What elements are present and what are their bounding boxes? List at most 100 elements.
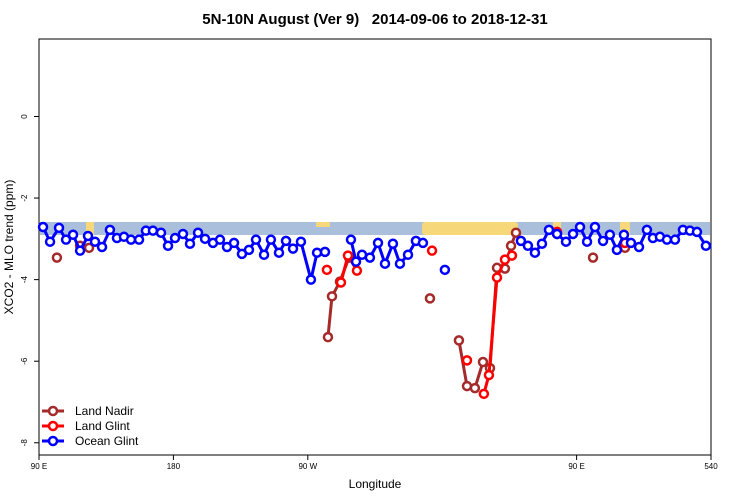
data-point — [96, 241, 108, 253]
data-point — [483, 369, 495, 381]
x-tick-label: 540 — [704, 462, 718, 471]
data-point — [560, 236, 572, 247]
data-point — [147, 225, 159, 236]
data-point — [424, 293, 436, 304]
data-point — [350, 256, 362, 267]
data-point — [478, 388, 490, 400]
data-point — [82, 230, 94, 242]
data-point — [510, 227, 522, 238]
data-point — [505, 240, 517, 252]
data-point — [587, 252, 599, 263]
y-tick-label: -4 — [20, 276, 29, 284]
data-point — [417, 237, 429, 249]
data-point — [37, 221, 49, 233]
data-point — [53, 222, 65, 234]
data-point — [364, 252, 376, 263]
data-point — [543, 224, 555, 236]
data-point — [691, 226, 703, 238]
data-point — [641, 224, 653, 236]
data-point — [51, 252, 63, 263]
data-point — [469, 382, 481, 394]
y-tick-label: -8 — [20, 439, 29, 447]
data-point — [522, 240, 534, 252]
data-point — [133, 234, 145, 245]
data-point — [89, 236, 101, 247]
data-point — [335, 277, 347, 288]
data-point — [567, 228, 579, 240]
data-point — [661, 234, 673, 245]
land-patch — [422, 222, 518, 235]
data-point — [379, 258, 391, 269]
data-point — [273, 247, 285, 258]
legend-marker — [47, 435, 59, 447]
data-point — [394, 258, 406, 269]
data-point — [453, 335, 465, 346]
data-point — [589, 221, 601, 233]
chart-title: 5N-10N August (Ver 9) 2014-09-06 to 2018… — [202, 11, 547, 28]
legend-marker — [47, 420, 59, 432]
data-point — [243, 244, 255, 256]
data-point — [633, 241, 645, 253]
x-tick-label: 90 E — [568, 462, 584, 471]
data-point — [67, 229, 79, 241]
data-point — [439, 264, 451, 276]
y-tick-label: 0 — [20, 114, 29, 119]
land-patch — [620, 222, 630, 235]
data-point — [506, 250, 518, 261]
map-strip — [40, 222, 710, 235]
data-point — [265, 234, 277, 245]
data-point — [604, 229, 616, 241]
data-point — [74, 245, 86, 256]
data-point — [60, 234, 72, 245]
data-point — [295, 236, 307, 247]
data-point — [162, 240, 174, 252]
data-point — [611, 244, 623, 256]
data-point — [44, 236, 56, 247]
data-point — [280, 235, 292, 247]
data-point — [83, 242, 95, 254]
data-point — [199, 233, 211, 245]
data-point — [177, 228, 189, 240]
y-axis-label: XCO2 - MLO trend (ppm) — [2, 180, 16, 315]
data-point — [169, 232, 181, 244]
legend-label: Land Nadir — [75, 404, 134, 418]
data-point — [321, 264, 333, 276]
data-point — [669, 234, 681, 245]
data-point — [184, 238, 196, 249]
data-point — [214, 234, 226, 245]
ocean-strip — [40, 222, 710, 235]
data-point — [351, 265, 363, 276]
data-point — [402, 249, 414, 260]
data-point — [125, 234, 137, 245]
legend-label: Ocean Glint — [75, 434, 139, 448]
data-point — [258, 249, 270, 260]
data-point — [326, 291, 338, 302]
x-tick-label: 180 — [167, 462, 181, 471]
data-point — [491, 272, 503, 283]
land-patch — [316, 222, 330, 227]
land-patch — [553, 222, 561, 228]
y-tick-label: -6 — [20, 357, 29, 365]
data-point — [345, 234, 357, 245]
data-point — [529, 247, 541, 258]
data-point — [287, 243, 299, 254]
data-point — [477, 356, 489, 368]
x-axis-label: Longitude — [349, 477, 402, 491]
land-patch — [86, 222, 94, 235]
data-point — [581, 236, 593, 247]
data-point — [228, 237, 240, 249]
legend-marker — [47, 405, 59, 417]
data-point — [597, 235, 609, 247]
data-point — [322, 331, 334, 343]
data-point — [700, 240, 712, 252]
data-point — [426, 245, 438, 256]
data-point — [104, 224, 116, 236]
data-point — [515, 235, 527, 247]
x-tick-label: 90 E — [31, 462, 47, 471]
y-tick-label: -2 — [20, 194, 29, 202]
data-point — [342, 250, 354, 261]
data-point — [372, 237, 384, 249]
data-point — [192, 227, 204, 238]
data-point — [574, 221, 586, 233]
